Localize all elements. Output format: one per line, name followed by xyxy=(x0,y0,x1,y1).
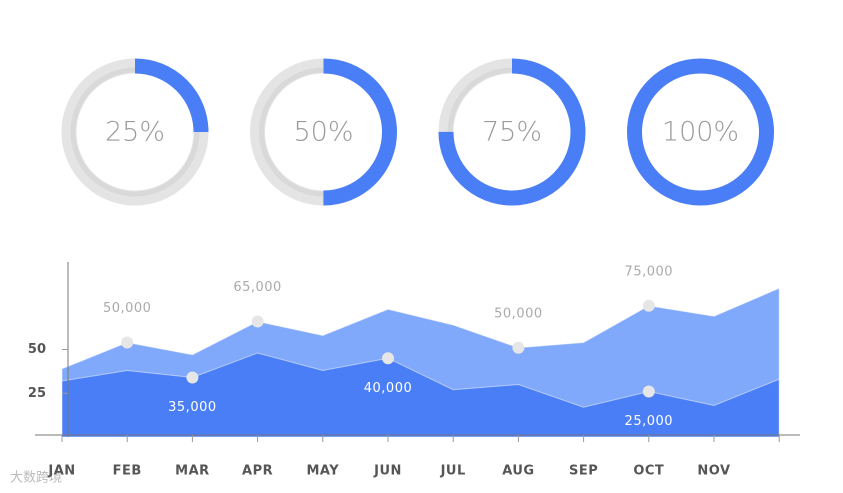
donut-arc xyxy=(438,58,586,206)
donut-label: 50% xyxy=(293,117,353,148)
annotation: 35,000 xyxy=(168,400,217,415)
x-tick-label: MAY xyxy=(306,464,339,479)
x-tick-label: OCT xyxy=(633,464,664,479)
point xyxy=(251,315,264,328)
donut-label: 75% xyxy=(482,117,542,148)
annotation: 40,000 xyxy=(364,381,413,396)
donut-arc xyxy=(61,58,209,206)
annotation: 25,000 xyxy=(625,414,674,429)
annotation: 50,000 xyxy=(103,301,152,316)
y-tick-label: 50 xyxy=(28,342,46,357)
donut-label: 25% xyxy=(105,117,165,148)
y-tick-label: 25 xyxy=(28,386,46,401)
watermark: 大数跨境 xyxy=(10,471,62,486)
point xyxy=(186,371,199,384)
donut-arc xyxy=(627,58,774,206)
donut-arc xyxy=(250,58,397,206)
x-tick-label: AUG xyxy=(502,464,534,479)
x-tick-label: APR xyxy=(242,464,273,479)
annotation: 75,000 xyxy=(625,264,674,279)
point xyxy=(382,352,394,365)
x-tick-label: SEP xyxy=(569,464,598,479)
point xyxy=(642,385,655,398)
x-tick-label: FEB xyxy=(113,464,142,479)
x-tick-label: JAN xyxy=(47,464,75,479)
annotation: 65,000 xyxy=(233,280,282,295)
x-tick-label: MAR xyxy=(175,464,210,479)
x-tick-label: JUN xyxy=(373,464,402,479)
point xyxy=(642,299,655,312)
area xyxy=(61,352,780,438)
point xyxy=(121,336,134,349)
x-tick-label: NOV xyxy=(697,464,730,479)
x-tick-label: JUL xyxy=(440,464,466,479)
donut-label: 100% xyxy=(662,117,739,148)
annotation: 50,000 xyxy=(494,306,543,321)
point xyxy=(512,341,525,354)
